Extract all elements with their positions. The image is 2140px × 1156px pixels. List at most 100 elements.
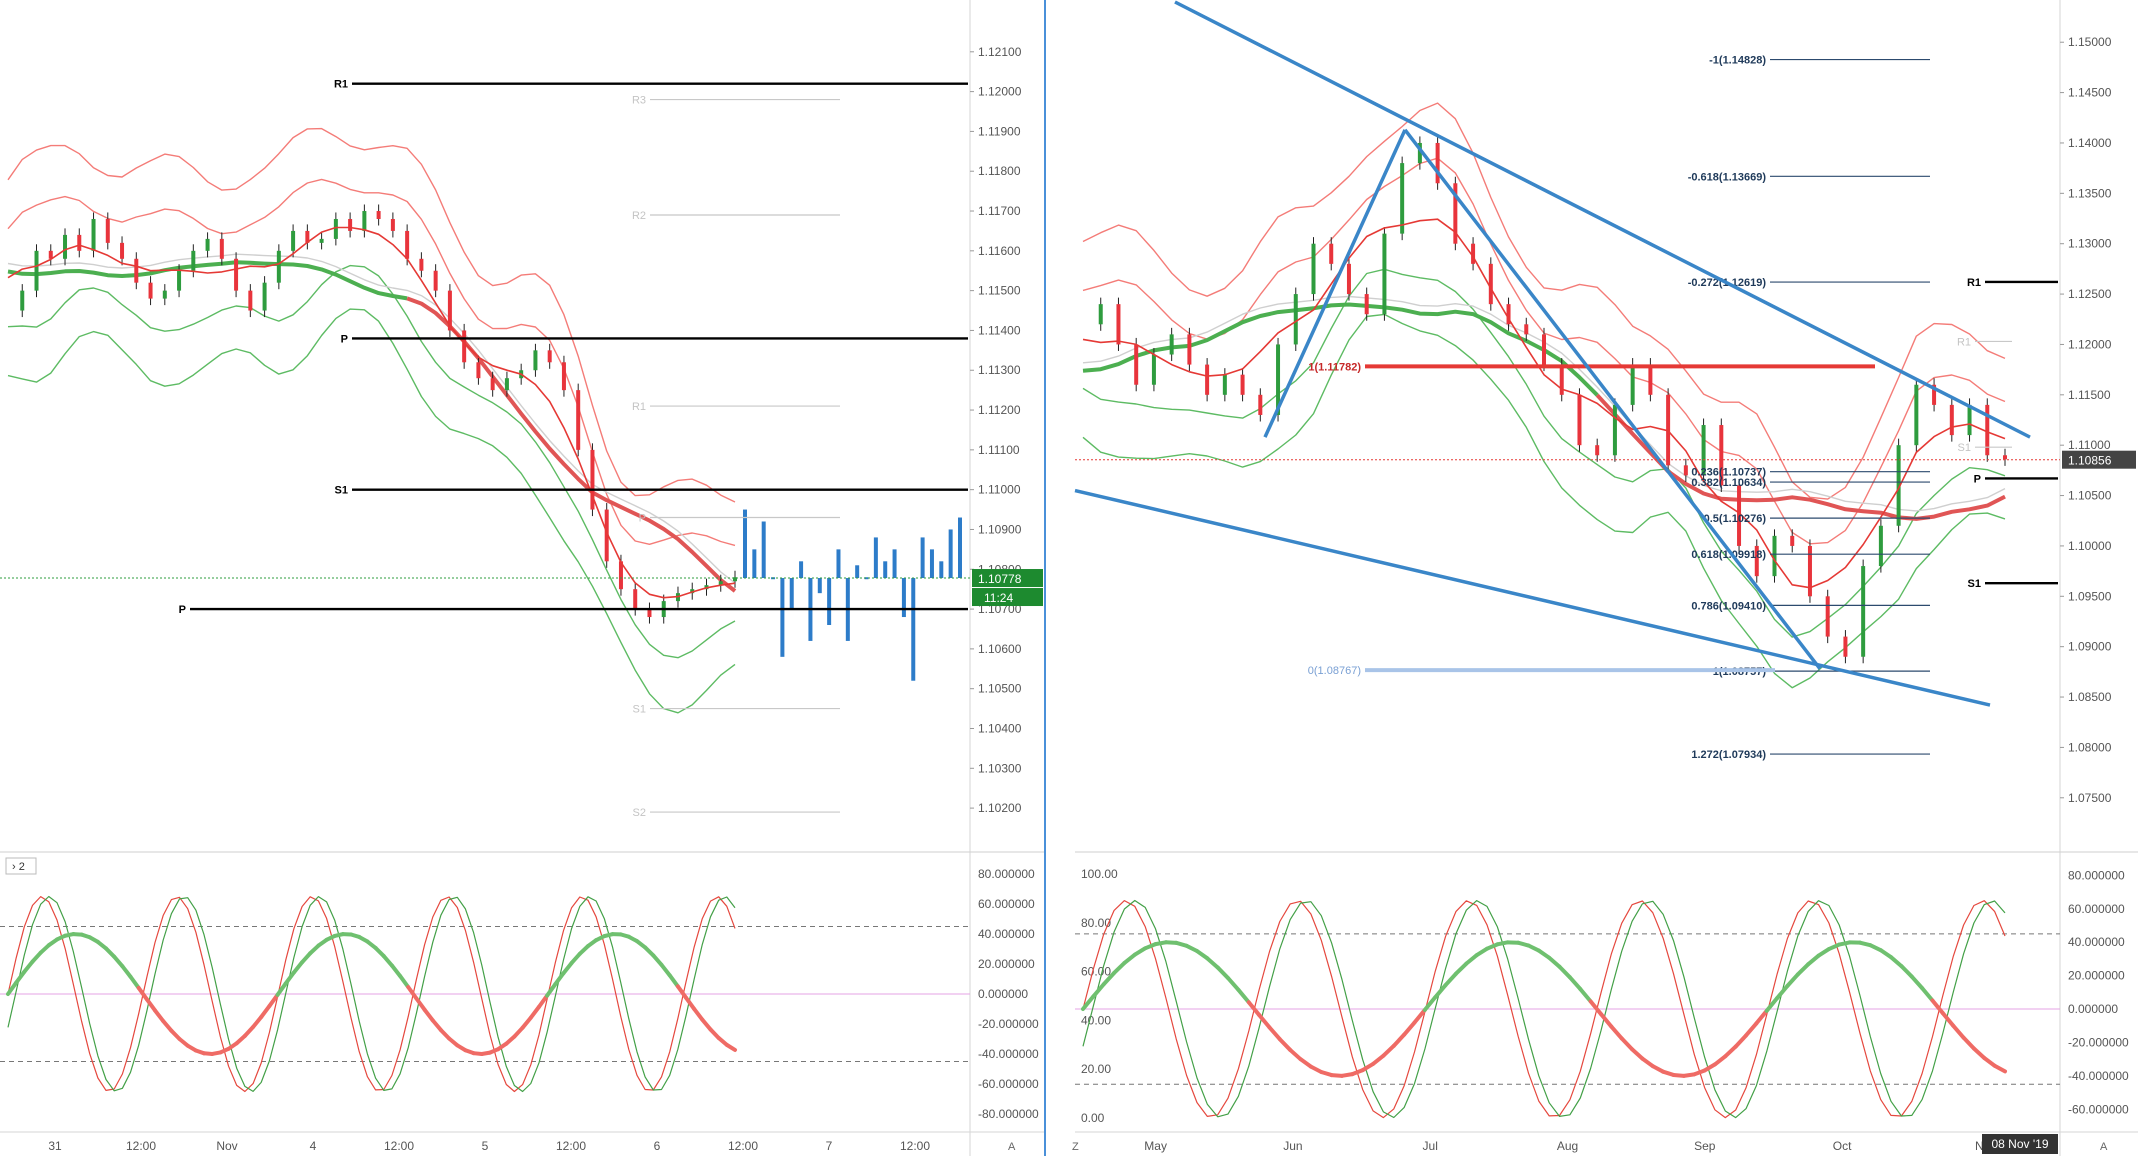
osc-y-tick-label: 60.000000 bbox=[2068, 902, 2125, 916]
osc-y-tick-label: -60.000000 bbox=[978, 1077, 1039, 1091]
candle-body bbox=[1701, 425, 1706, 476]
candle-body bbox=[105, 218, 110, 243]
x-tick-label: 12:00 bbox=[900, 1139, 930, 1153]
osc-signal-segment bbox=[1816, 947, 1831, 958]
lower-band-inner bbox=[1082, 268, 2006, 638]
candle-body bbox=[1222, 374, 1227, 395]
pivot-level-label: R2 bbox=[632, 210, 646, 222]
y-tick-label: 1.10000 bbox=[2068, 539, 2112, 553]
osc-left-tick-label: 60.00 bbox=[1081, 965, 1111, 979]
candle-body bbox=[2003, 455, 2007, 460]
forecast-bar bbox=[780, 578, 785, 657]
candle-body bbox=[1878, 525, 1883, 567]
osc-signal-segment bbox=[1992, 1063, 2007, 1074]
pivot-level-label: R1 bbox=[632, 401, 646, 413]
candle-body bbox=[305, 230, 310, 243]
candle-body bbox=[1134, 344, 1139, 385]
osc-signal-segment bbox=[1961, 1035, 1976, 1051]
osc-y-tick-label: -40.000000 bbox=[2068, 1069, 2129, 1083]
osc-signal-segment bbox=[1288, 1047, 1303, 1062]
forecast-bar bbox=[929, 549, 934, 579]
osc-signal-segment bbox=[161, 1019, 174, 1033]
y-tick-label: 1.07500 bbox=[2068, 791, 2112, 805]
candle-body bbox=[576, 390, 581, 450]
y-tick-label: 1.15000 bbox=[2068, 35, 2112, 49]
candle-body bbox=[1276, 344, 1281, 415]
osc-signal-segment bbox=[1920, 986, 1935, 1003]
candle-body bbox=[319, 238, 324, 243]
forecast-bar bbox=[920, 537, 925, 579]
forecast-bar bbox=[958, 517, 962, 579]
osc-signal-segment bbox=[1081, 994, 1096, 1012]
osc-signal-segment bbox=[1588, 999, 1603, 1017]
osc-signal-segment bbox=[561, 960, 574, 976]
candle-body bbox=[77, 234, 82, 251]
candle-body bbox=[1116, 304, 1121, 345]
candle-body bbox=[291, 230, 296, 251]
short-moving-average bbox=[1082, 218, 2006, 589]
candle-body bbox=[447, 290, 452, 331]
osc-signal-segment bbox=[414, 996, 427, 1012]
fib-level-label: 0.5(1.10276) bbox=[1704, 513, 1767, 525]
candle-body bbox=[1098, 304, 1103, 325]
candle-body bbox=[733, 577, 737, 582]
osc-y-tick-label: 80.000000 bbox=[978, 867, 1035, 881]
y-tick-label: 1.11800 bbox=[978, 164, 1021, 178]
price-badge-label: 1.10778 bbox=[978, 572, 1022, 586]
candle-body bbox=[191, 250, 196, 271]
upper-band-inner bbox=[7, 178, 736, 547]
y-tick-label: 1.11300 bbox=[978, 363, 1021, 377]
x-tick-label: 6 bbox=[654, 1139, 661, 1153]
osc-y-tick-label: 40.000000 bbox=[978, 927, 1035, 941]
candle-body bbox=[276, 250, 281, 283]
y-tick-label: 1.09000 bbox=[2068, 640, 2112, 654]
osc-signal-segment bbox=[291, 960, 305, 975]
trend-ma-green bbox=[1082, 302, 1599, 397]
osc-left-tick-label: 40.00 bbox=[1081, 1013, 1111, 1027]
y-tick-label: 1.11000 bbox=[978, 483, 1021, 497]
lower-band-inner bbox=[7, 264, 736, 659]
x-tick-label: Jul bbox=[1423, 1139, 1438, 1153]
osc-y-tick-label: -80.000000 bbox=[978, 1107, 1039, 1121]
candle-body bbox=[63, 234, 68, 259]
osc-signal-segment bbox=[1422, 995, 1438, 1012]
forecast-bar bbox=[883, 561, 888, 579]
osc-signal-segment bbox=[112, 954, 125, 969]
osc-signal-segment bbox=[700, 1017, 713, 1032]
candle-body bbox=[1382, 233, 1387, 315]
osc-signal-segment bbox=[1091, 982, 1106, 999]
candle-body bbox=[1293, 294, 1298, 345]
right-chart-pane[interactable]: 1.15000 1.14500 1.14000 1.13500 1.13000 1.125… bbox=[1074, 0, 2138, 1156]
forecast-bar bbox=[901, 578, 906, 618]
osc-y-tick-label: -40.000000 bbox=[978, 1047, 1039, 1061]
left-chart-pane[interactable]: 1.12100 1.12000 1.11900 1.11800 1.11700 1.116… bbox=[0, 0, 1045, 1156]
candle-body bbox=[1967, 404, 1972, 436]
y-tick-label: 1.11200 bbox=[978, 403, 1021, 417]
candle-body bbox=[1772, 535, 1777, 577]
forecast-bar bbox=[817, 578, 822, 594]
pivot-level-label: R1 bbox=[334, 79, 348, 91]
y-tick-label: 1.13500 bbox=[2068, 186, 2112, 200]
upper-band-outer bbox=[7, 127, 736, 503]
fib-level-label: 0.786(1.09410) bbox=[1691, 600, 1766, 612]
x-tick-label: 12:00 bbox=[556, 1139, 586, 1153]
osc-signal-segment bbox=[430, 1018, 443, 1033]
osc-signal-segment bbox=[1101, 970, 1117, 987]
osc-signal-segment bbox=[1640, 1056, 1655, 1069]
y-tick-label: 1.12100 bbox=[978, 45, 1022, 59]
osc-signal-segment bbox=[283, 970, 296, 986]
osc-left-tick-label: 100.00 bbox=[1081, 867, 1118, 881]
pivot-level-label: S1 bbox=[633, 704, 646, 716]
y-tick-label: 1.10500 bbox=[978, 682, 1022, 696]
candle-body bbox=[1488, 263, 1493, 305]
candle-body bbox=[177, 270, 182, 291]
y-tick-label: 1.12000 bbox=[2068, 337, 2112, 351]
candle-body bbox=[162, 290, 167, 299]
osc-signal-segment bbox=[1360, 1061, 1376, 1073]
osc-slow-line bbox=[1082, 899, 2006, 1119]
candle-body bbox=[262, 282, 267, 311]
candle-body bbox=[604, 509, 609, 562]
y-tick-label: 1.11400 bbox=[978, 323, 1021, 337]
y-tick-label: 1.11600 bbox=[978, 244, 1021, 258]
